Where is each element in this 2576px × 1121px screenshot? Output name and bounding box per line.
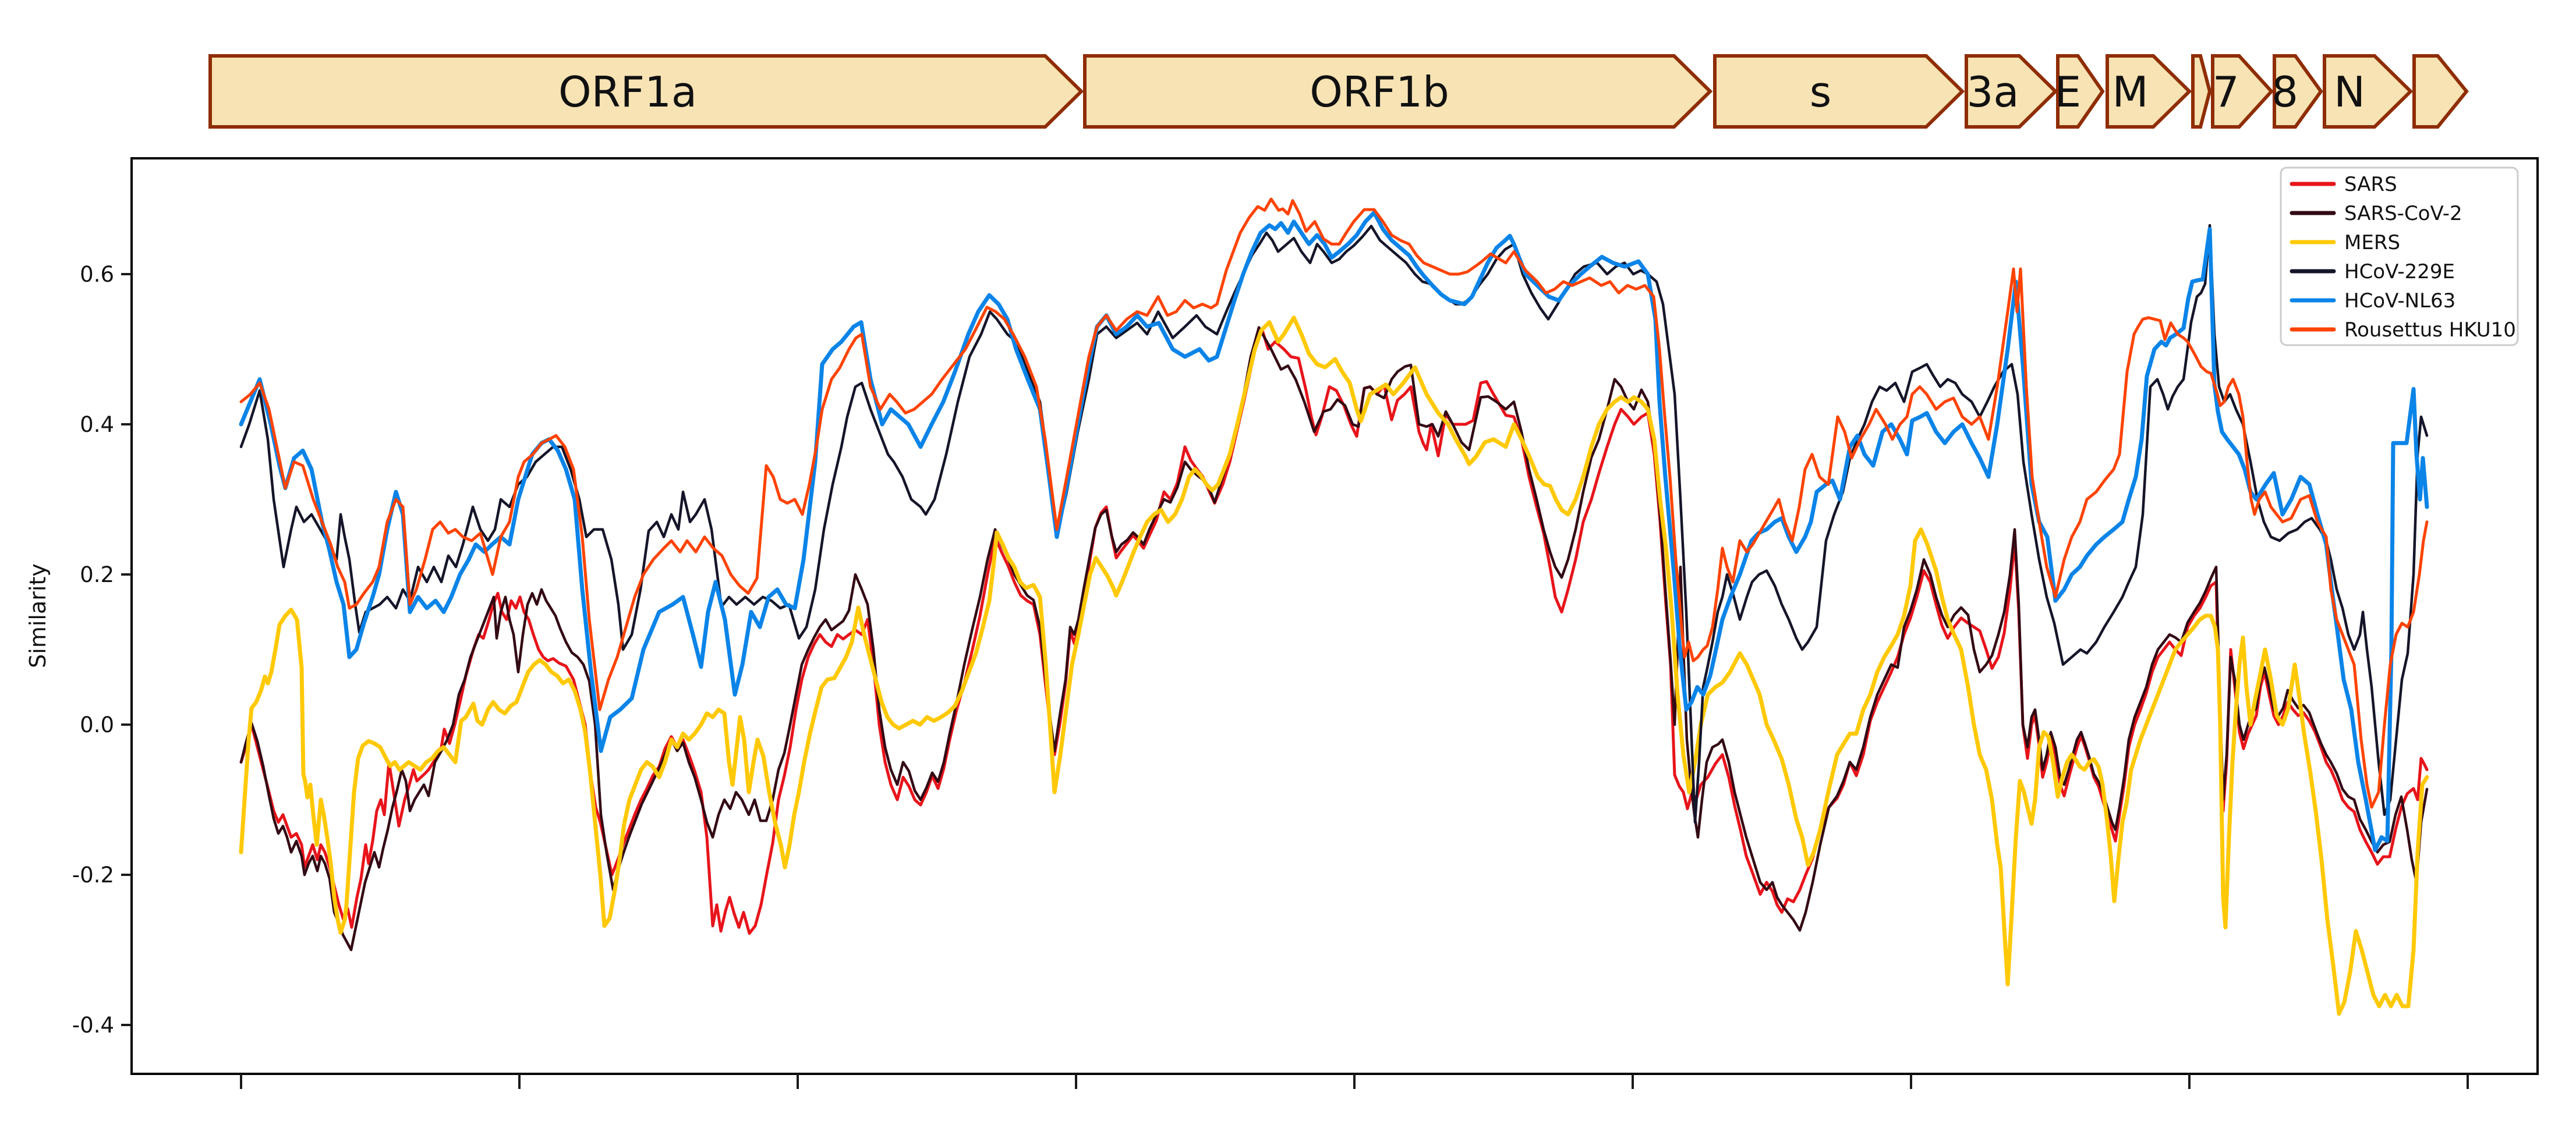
plot-frame [130, 157, 2539, 1075]
gene-label-ORF1a: ORF1a [558, 68, 697, 116]
legend-label-HCoV-229E: HCoV-229E [2344, 260, 2455, 283]
legend-label-SARS: SARS [2344, 173, 2397, 196]
y-tick-label: 0.0 [80, 712, 114, 737]
series-line-Rousettus HKU10 [239, 197, 2429, 809]
gene-label-M: M [2112, 68, 2148, 116]
legend-label-SARS-CoV-2: SARS-CoV-2 [2344, 202, 2462, 225]
legend-box [2280, 166, 2519, 346]
gene-arrow-8 [2273, 54, 2323, 129]
gene-annotation-track: ORF1a ORF1b s 3a E M 7 8 N [208, 54, 2469, 129]
y-axis-label: Similarity [25, 563, 51, 668]
legend-label-HCoV-NL63: HCoV-NL63 [2344, 289, 2455, 313]
series-line-HCoV-229E [239, 224, 2429, 824]
y-axis: 0.6 0.4 0.2 0.0 -0.2 -0.4 [72, 262, 132, 1038]
y-tick-label: -0.4 [72, 1013, 114, 1038]
gene-label-s: s [1810, 68, 1832, 116]
series-line-MERS [239, 315, 2429, 1016]
gene-arrow-N [2323, 54, 2414, 129]
y-tick-label: 0.2 [80, 562, 114, 587]
series-lines [239, 197, 2429, 1016]
series-line-HCoV-NL63 [239, 210, 2429, 852]
series-line-SARS [239, 329, 2429, 935]
legend-label-Rousettus HKU10: Rousettus HKU10 [2344, 318, 2516, 342]
series-line-SARS-CoV-2 [239, 326, 2429, 952]
x-axis [240, 1074, 2469, 1089]
gene-arrow-unlabeled [2191, 54, 2212, 129]
gene-label-N: N [2334, 68, 2365, 116]
gene-label-3a: 3a [1967, 68, 2019, 116]
gene-arrow-ORF1b [1083, 54, 1713, 129]
gene-arrow-ORF1a [208, 54, 1084, 129]
gene-label-ORF1b: ORF1b [1310, 68, 1449, 116]
gene-arrow-E [2056, 54, 2105, 129]
gene-arrow-M [2106, 54, 2192, 129]
y-tick-label: 0.4 [80, 412, 114, 437]
gene-arrow-3a [1965, 54, 2058, 129]
gene-label-7: 7 [2213, 68, 2239, 116]
gene-arrow-s [1713, 54, 1965, 129]
legend-label-MERS: MERS [2344, 231, 2400, 254]
gene-arrow-7 [2211, 54, 2274, 129]
legend: SARS SARS-CoV-2 MERS HCoV-229E HCoV-NL63 Rous… [2280, 166, 2519, 346]
gene-label-8: 8 [2271, 68, 2298, 116]
y-tick-label: 0.6 [80, 262, 114, 287]
gene-arrow-unlabeled [2412, 54, 2469, 129]
gene-label-E: E [2055, 68, 2082, 116]
y-tick-label: -0.2 [72, 863, 114, 888]
